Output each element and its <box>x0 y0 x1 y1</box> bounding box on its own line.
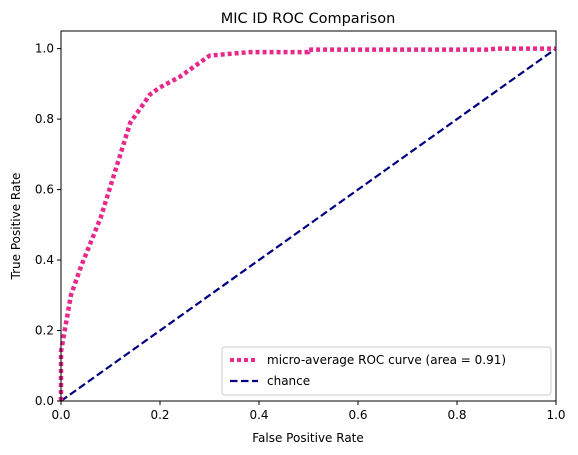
y-tick-label: 0.4 <box>35 253 54 267</box>
series-line-roc <box>58 46 556 401</box>
x-tick-label: 0.0 <box>51 408 70 422</box>
y-tick-label: 0.6 <box>35 183 54 197</box>
series-line-chance <box>60 47 557 402</box>
y-tick-label: 1.0 <box>35 42 54 56</box>
x-tick-label: 0.8 <box>447 408 466 422</box>
x-axis-label: False Positive Rate <box>252 431 364 445</box>
x-tick-label: 0.4 <box>249 408 268 422</box>
y-tick-label: 0.2 <box>35 324 54 338</box>
legend-label-roc: micro-average ROC curve (area = 0.91) <box>267 353 506 367</box>
chart-title: MIC ID ROC Comparison <box>221 11 396 27</box>
y-axis-label: True Positive Rate <box>9 173 23 281</box>
y-axis-ticks: 0.0 0.2 0.4 0.6 0.8 1.0 <box>35 42 61 408</box>
y-tick-label: 0.0 <box>35 394 54 408</box>
plot-area <box>58 46 557 402</box>
legend-box <box>221 346 552 396</box>
x-axis-ticks: 0.0 0.2 0.4 0.6 0.8 1.0 <box>51 401 566 422</box>
legend: micro-average ROC curve (area = 0.91) ch… <box>221 346 552 396</box>
x-tick-label: 1.0 <box>546 408 565 422</box>
legend-label-chance: chance <box>267 374 310 388</box>
x-tick-label: 0.6 <box>348 408 367 422</box>
x-tick-label: 0.2 <box>150 408 169 422</box>
y-tick-label: 0.8 <box>35 112 54 126</box>
plot-frame <box>60 30 557 402</box>
